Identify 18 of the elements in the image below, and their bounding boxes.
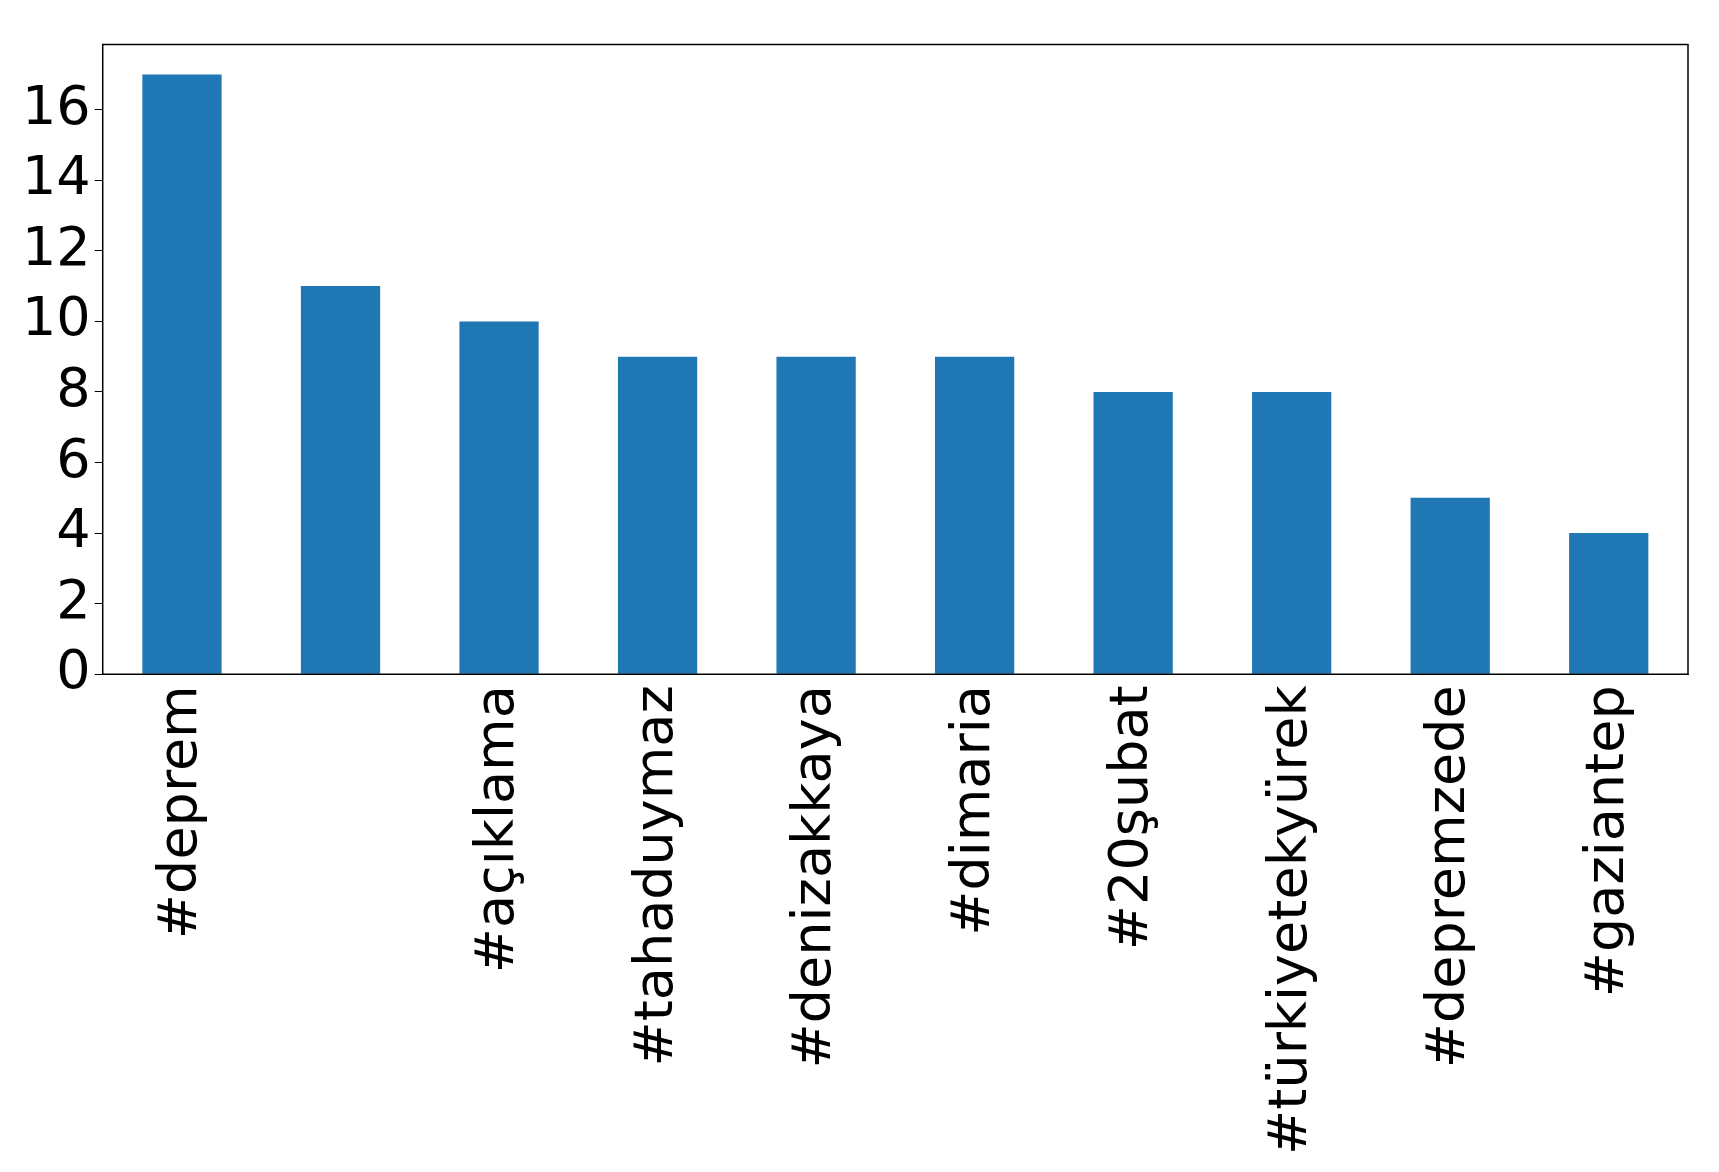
y-tick-label: 14 <box>21 144 91 208</box>
x-tick-label: #deprem <box>146 685 210 940</box>
x-tick-label: #tahaduymaz <box>621 685 685 1067</box>
x-tick-label: #depremzede <box>1414 685 1478 1069</box>
x-tick-label: #gaziantep <box>1572 685 1636 998</box>
x-tick-label: #açıklama <box>463 685 527 974</box>
y-tick-label: 4 <box>56 497 91 561</box>
x-tick-label: #20şubat <box>1097 685 1161 951</box>
y-tick-label: 6 <box>56 426 91 490</box>
x-tick-label: #dimaria <box>938 685 1002 936</box>
y-tick-label: 0 <box>56 638 91 702</box>
x-tick-label: #denizakkaya <box>780 685 844 1069</box>
y-tick-label: 16 <box>21 73 91 137</box>
y-tick-label: 12 <box>21 214 91 278</box>
y-tick-label: 10 <box>21 285 91 349</box>
x-tick-label: #türkiyetekyürek <box>1255 684 1319 1155</box>
y-tick-label: 8 <box>56 356 91 420</box>
y-tick-label: 2 <box>56 567 91 631</box>
